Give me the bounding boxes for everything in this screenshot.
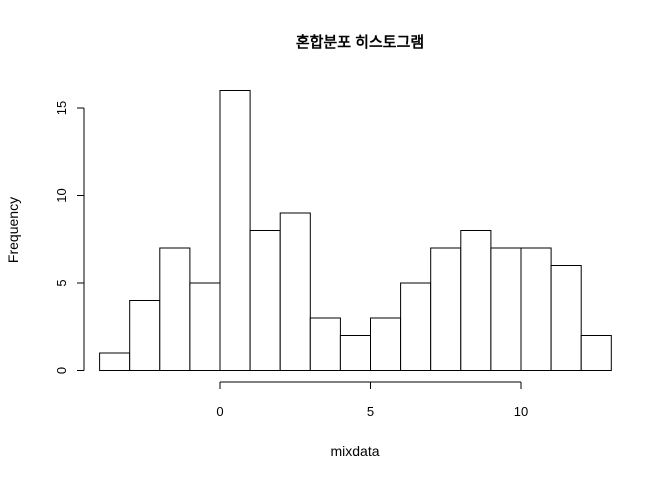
- histogram-bar-10: [400, 282, 432, 371]
- histogram-bar-14: [520, 247, 552, 371]
- x-axis-label: mixdata: [330, 443, 379, 459]
- y-axis: 0 5 10 15: [54, 101, 85, 374]
- histogram-bar-15: [550, 265, 582, 371]
- y-tick-label: 15: [54, 101, 69, 115]
- histogram-bar-6: [279, 212, 311, 371]
- histogram-bar-1: [129, 300, 161, 371]
- y-tick-label: 10: [54, 188, 69, 202]
- histogram-bar-12: [460, 230, 492, 371]
- histogram-bar-5: [249, 230, 281, 371]
- histogram-bar-4: [219, 90, 251, 371]
- y-tick-label: 0: [54, 367, 69, 374]
- bars-group: [99, 90, 612, 371]
- chart-title: 혼합분포 히스토그램: [296, 33, 424, 51]
- x-axis: 0 5 10: [216, 381, 528, 419]
- histogram-bar-16: [580, 335, 612, 371]
- histogram-bar-8: [339, 335, 371, 371]
- y-axis-label: Frequency: [5, 197, 21, 263]
- x-tick-label: 10: [514, 404, 528, 419]
- histogram-bar-0: [99, 352, 131, 371]
- histogram-bar-2: [159, 247, 191, 371]
- histogram-bar-7: [309, 317, 341, 371]
- y-tick-label: 5: [54, 279, 69, 286]
- histogram-bar-13: [490, 247, 522, 371]
- histogram-bar-3: [189, 282, 221, 371]
- histogram-bar-9: [370, 317, 402, 371]
- x-tick-label: 5: [367, 404, 374, 419]
- histogram-bar-11: [430, 247, 462, 371]
- x-tick-label: 0: [216, 404, 223, 419]
